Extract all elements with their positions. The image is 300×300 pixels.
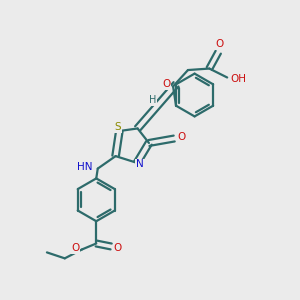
Text: HN: HN (77, 162, 92, 172)
Text: O: O (162, 79, 171, 89)
Text: H: H (149, 95, 156, 105)
Text: O: O (178, 132, 186, 142)
Text: OH: OH (230, 74, 247, 84)
Text: O: O (216, 39, 224, 49)
Text: N: N (136, 159, 144, 169)
Text: O: O (113, 243, 122, 253)
Text: O: O (71, 243, 80, 253)
Text: S: S (115, 122, 121, 133)
